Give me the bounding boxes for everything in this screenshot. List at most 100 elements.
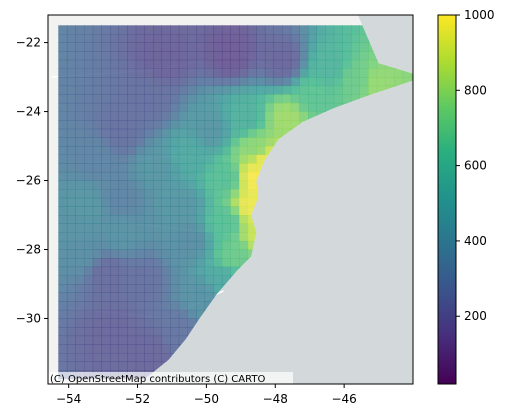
raster-cell [334, 60, 343, 69]
raster-cell [205, 293, 214, 302]
raster-cell [213, 232, 222, 241]
raster-cell [360, 43, 369, 52]
raster-cell [162, 198, 171, 207]
map-area[interactable]: (C) OpenStreetMap contributors (C) CARTO [48, 15, 420, 385]
raster-cell [179, 224, 188, 233]
raster-cell [101, 86, 110, 95]
raster-cell [162, 103, 171, 112]
raster-cell [67, 120, 76, 129]
raster-cell [84, 86, 93, 95]
raster-cell [67, 336, 76, 345]
raster-cell [179, 241, 188, 250]
raster-cell [127, 25, 136, 34]
raster-cell [248, 172, 257, 181]
raster-cell [101, 94, 110, 103]
raster-cell [144, 310, 153, 319]
raster-cell [110, 69, 119, 78]
raster-cell [188, 198, 197, 207]
raster-cell [119, 25, 128, 34]
raster-cell [144, 69, 153, 78]
raster-cell [84, 120, 93, 129]
raster-cell [170, 86, 179, 95]
raster-cell [248, 103, 257, 112]
raster-cell [170, 198, 179, 207]
raster-cell [58, 301, 67, 310]
raster-cell [67, 146, 76, 155]
raster-cell [58, 258, 67, 267]
raster-cell [119, 77, 128, 86]
raster-cell [188, 86, 197, 95]
raster-cell [170, 60, 179, 69]
raster-cell [93, 120, 102, 129]
raster-cell [196, 137, 205, 146]
raster-cell [213, 112, 222, 121]
raster-cell [110, 137, 119, 146]
raster-cell [170, 172, 179, 181]
raster-cell [58, 189, 67, 198]
raster-cell [93, 258, 102, 267]
raster-cell [256, 103, 265, 112]
raster-cell [110, 232, 119, 241]
raster-cell [127, 275, 136, 284]
raster-cell [334, 43, 343, 52]
raster-cell [351, 43, 360, 52]
raster-cell [76, 112, 85, 121]
raster-cell [136, 310, 145, 319]
raster-cell [58, 232, 67, 241]
raster-cell [76, 250, 85, 259]
raster-cell [101, 267, 110, 276]
raster-cell [58, 327, 67, 336]
raster-cell [136, 172, 145, 181]
raster-cell [205, 267, 214, 276]
raster-cell [231, 77, 240, 86]
raster-cell [76, 267, 85, 276]
raster-cell [144, 94, 153, 103]
raster-cell [265, 120, 274, 129]
raster-cell [213, 267, 222, 276]
raster-cell [188, 172, 197, 181]
raster-cell [248, 137, 257, 146]
raster-cell [274, 60, 283, 69]
raster-cell [119, 215, 128, 224]
raster-cell [162, 258, 171, 267]
raster-cell [136, 215, 145, 224]
raster-cell [213, 155, 222, 164]
raster-cell [127, 215, 136, 224]
raster-cell [153, 77, 162, 86]
raster-cell [110, 120, 119, 129]
raster-cell [213, 34, 222, 43]
raster-cell [119, 284, 128, 293]
raster-cell [256, 94, 265, 103]
raster-cell [58, 51, 67, 60]
raster-cell [67, 155, 76, 164]
raster-cell [58, 319, 67, 328]
raster-cell [144, 51, 153, 60]
raster-cell [84, 94, 93, 103]
raster-cell [231, 224, 240, 233]
raster-cell [127, 69, 136, 78]
raster-cell [58, 94, 67, 103]
raster-cell [291, 51, 300, 60]
raster-cell [153, 94, 162, 103]
raster-cell [256, 112, 265, 121]
raster-cell [58, 86, 67, 95]
raster-cell [136, 163, 145, 172]
raster-cell [222, 94, 231, 103]
raster-cell [170, 43, 179, 52]
raster-cell [84, 112, 93, 121]
raster-cell [101, 258, 110, 267]
raster-cell [170, 69, 179, 78]
raster-cell [84, 293, 93, 302]
raster-cell [101, 336, 110, 345]
raster-cell [144, 267, 153, 276]
raster-cell [101, 34, 110, 43]
raster-cell [265, 60, 274, 69]
raster-cell [127, 258, 136, 267]
raster-cell [317, 43, 326, 52]
raster-cell [101, 120, 110, 129]
raster-cell [101, 250, 110, 259]
raster-cell [188, 232, 197, 241]
raster-cell [119, 69, 128, 78]
raster-cell [317, 69, 326, 78]
raster-cell [110, 43, 119, 52]
